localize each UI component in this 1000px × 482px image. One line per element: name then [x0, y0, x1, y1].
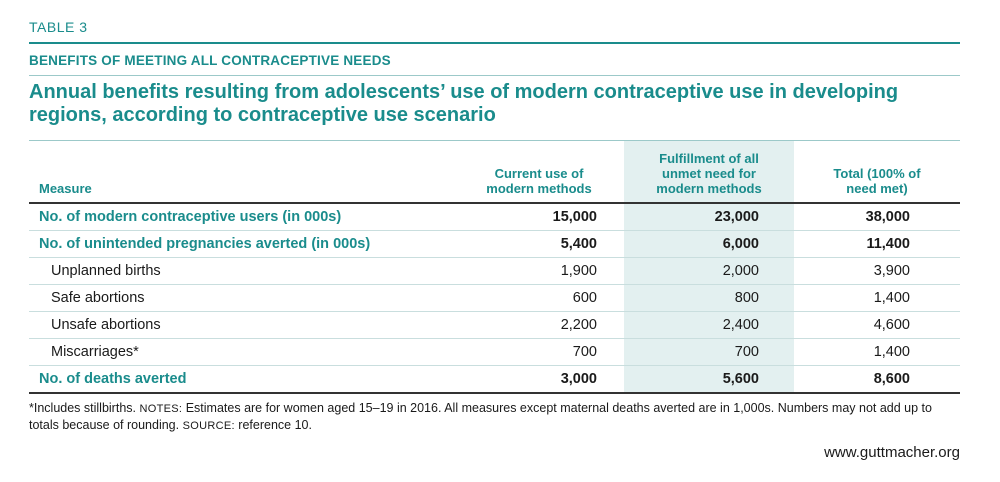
row-label: No. of deaths averted — [29, 365, 454, 394]
cell-current: 15,000 — [454, 203, 624, 231]
cell-fulfillment: 800 — [624, 284, 794, 312]
cell-fulfillment: 5,600 — [624, 365, 794, 394]
cell-fulfillment: 2,000 — [624, 257, 794, 285]
table-row: No. of modern contraceptive users (in 00… — [29, 203, 960, 231]
row-label: Unsafe abortions — [29, 311, 454, 339]
title-rule — [29, 140, 960, 141]
notes-text: Estimates are for women aged 15–19 in 20… — [29, 401, 932, 432]
table-notes: *Includes stillbirths. NOTES: Estimates … — [29, 400, 960, 434]
table-row: No. of deaths averted 3,000 5,600 8,600 — [29, 365, 960, 394]
row-label: No. of unintended pregnancies averted (i… — [29, 230, 454, 258]
table-row: Unsafe abortions 2,200 2,400 4,600 — [29, 311, 960, 339]
cell-total: 38,000 — [794, 203, 960, 231]
site-url: www.guttmacher.org — [824, 444, 960, 461]
cell-total: 4,600 — [794, 311, 960, 339]
column-header-current: Current use of modern methods — [486, 166, 592, 196]
header-row: Measure Current use of modern methods Fu… — [29, 141, 960, 203]
subtitle-rule — [29, 75, 960, 76]
cell-current: 2,200 — [454, 311, 624, 339]
cell-fulfillment: 700 — [624, 338, 794, 366]
cell-total: 11,400 — [794, 230, 960, 258]
cell-total: 1,400 — [794, 338, 960, 366]
table-row: Miscarriages* 700 700 1,400 — [29, 338, 960, 366]
table-row: No. of unintended pregnancies averted (i… — [29, 230, 960, 258]
top-rule — [29, 42, 960, 44]
row-label: Miscarriages* — [29, 338, 454, 366]
footnote: *Includes stillbirths. — [29, 401, 136, 415]
cell-total: 1,400 — [794, 284, 960, 312]
source-text: reference 10. — [238, 418, 312, 432]
table-row: Unplanned births 1,900 2,000 3,900 — [29, 257, 960, 285]
row-label: Unplanned births — [29, 257, 454, 285]
column-header-measure: Measure — [39, 181, 92, 196]
cell-fulfillment: 2,400 — [624, 311, 794, 339]
cell-total: 8,600 — [794, 365, 960, 394]
cell-current: 5,400 — [454, 230, 624, 258]
table-subtitle: BENEFITS OF MEETING ALL CONTRACEPTIVE NE… — [29, 53, 391, 68]
data-table: Measure Current use of modern methods Fu… — [29, 141, 960, 394]
cell-current: 600 — [454, 284, 624, 312]
column-header-fulfillment: Fulfillment of all unmet need for modern… — [624, 141, 794, 203]
table-row: Safe abortions 600 800 1,400 — [29, 284, 960, 312]
row-label: No. of modern contraceptive users (in 00… — [29, 203, 454, 231]
table-title: Annual benefits resulting from adolescen… — [29, 81, 899, 126]
cell-total: 3,900 — [794, 257, 960, 285]
notes-label: NOTES: — [139, 403, 183, 415]
cell-current: 3,000 — [454, 365, 624, 394]
cell-fulfillment: 6,000 — [624, 230, 794, 258]
cell-fulfillment: 23,000 — [624, 203, 794, 231]
row-label: Safe abortions — [29, 284, 454, 312]
cell-current: 1,900 — [454, 257, 624, 285]
cell-current: 700 — [454, 338, 624, 366]
column-header-total: Total (100% of need met) — [833, 166, 921, 196]
source-label: SOURCE: — [182, 420, 235, 432]
table-label: TABLE 3 — [29, 19, 88, 35]
